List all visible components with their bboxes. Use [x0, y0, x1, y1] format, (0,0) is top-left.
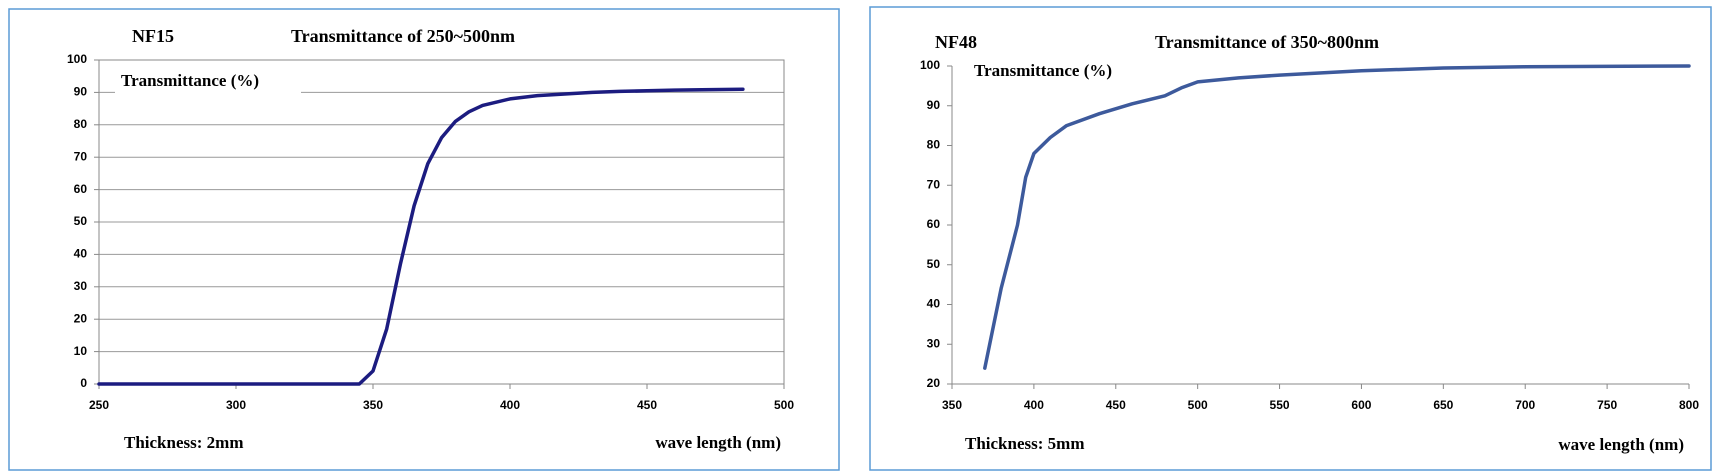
- x-tick-label: 550: [1270, 398, 1290, 412]
- y-tick-label: 10: [74, 344, 88, 358]
- y-tick-label: 60: [927, 217, 941, 231]
- y-tick-label: 100: [67, 52, 87, 66]
- x-axis-label: wave length (nm): [1558, 435, 1684, 454]
- x-tick-label: 400: [500, 398, 520, 412]
- x-axis-label: wave length (nm): [655, 433, 781, 452]
- chart-title: NF15: [132, 26, 174, 46]
- x-tick-label: 650: [1433, 398, 1453, 412]
- x-tick-label: 600: [1351, 398, 1371, 412]
- y-tick-label: 80: [927, 138, 941, 152]
- y-tick-label: 80: [74, 117, 88, 131]
- y-tick-label: 100: [920, 58, 940, 72]
- label-background: [115, 68, 301, 96]
- x-tick-label: 450: [637, 398, 657, 412]
- y-tick-label: 20: [927, 376, 941, 390]
- x-tick-label: 350: [942, 398, 962, 412]
- y-tick-label: 40: [74, 247, 88, 261]
- y-tick-label: 20: [74, 311, 88, 325]
- annotation: Thickness: 5mm: [965, 434, 1084, 453]
- y-tick-label: 30: [74, 279, 88, 293]
- chart-subtitle: Transmittance of 250~500nm: [291, 26, 515, 46]
- x-tick-label: 450: [1106, 398, 1126, 412]
- y-tick-label: 90: [927, 98, 941, 112]
- y-axis-label: Transmittance (%): [121, 71, 259, 90]
- chart-title: NF48: [935, 32, 977, 52]
- data-line: [983, 64, 1691, 370]
- x-tick-label: 500: [1188, 398, 1208, 412]
- chart-subtitle: Transmittance of 350~800nm: [1155, 32, 1379, 52]
- y-tick-label: 70: [74, 149, 88, 163]
- y-tick-label: 0: [80, 376, 87, 390]
- y-tick-label: 90: [74, 85, 88, 99]
- y-tick-label: 60: [74, 182, 88, 196]
- y-tick-label: 40: [927, 297, 941, 311]
- panel-border: [8, 8, 840, 471]
- x-tick-label: 500: [774, 398, 794, 412]
- annotation: Thickness: 2mm: [124, 433, 243, 452]
- y-tick-label: 70: [927, 177, 941, 191]
- x-tick-label: 250: [89, 398, 109, 412]
- panel-border: [869, 6, 1712, 471]
- x-tick-label: 750: [1597, 398, 1617, 412]
- y-tick-label: 50: [927, 257, 941, 271]
- x-tick-label: 800: [1679, 398, 1699, 412]
- y-axis-label: Transmittance (%): [974, 61, 1112, 80]
- x-tick-label: 350: [363, 398, 383, 412]
- data-line: [97, 87, 745, 386]
- x-tick-label: 400: [1024, 398, 1044, 412]
- y-tick-label: 50: [74, 214, 88, 228]
- x-tick-label: 700: [1515, 398, 1535, 412]
- x-tick-label: 300: [226, 398, 246, 412]
- y-tick-label: 30: [927, 336, 941, 350]
